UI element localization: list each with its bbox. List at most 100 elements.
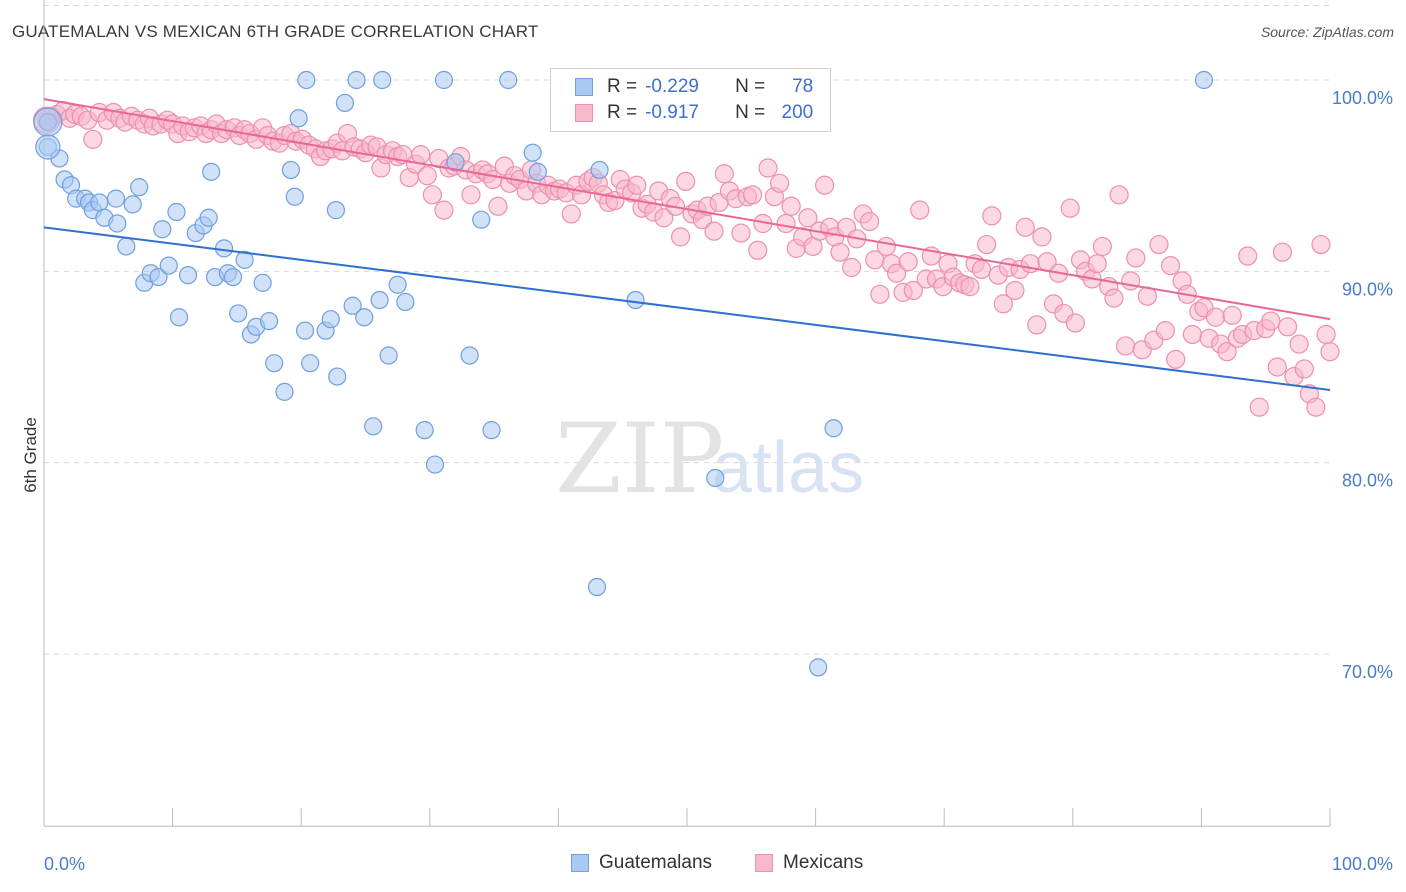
legend-item-mexicans[interactable]: Mexicans (755, 852, 863, 874)
data-point (90, 193, 109, 212)
data-point (742, 185, 763, 205)
data-point (289, 109, 308, 128)
data-point (903, 280, 923, 301)
data-point (1160, 255, 1181, 276)
data-point (528, 162, 547, 181)
data-point (199, 208, 218, 227)
mexicans-legend-swatch (755, 854, 773, 872)
data-point (472, 210, 491, 229)
x-tick-label-min: 0.0% (44, 854, 85, 874)
mexicans-points (32, 101, 1340, 417)
data-point (798, 208, 818, 228)
data-point (1027, 315, 1047, 335)
data-point (627, 175, 647, 195)
y-tick-label: 100.0% (1332, 88, 1393, 108)
data-point (295, 321, 315, 340)
data-point (328, 367, 347, 386)
data-point (910, 200, 930, 220)
r-value: -0.917 (645, 102, 699, 123)
data-point (1149, 234, 1169, 255)
data-point (1115, 336, 1136, 356)
data-point (446, 153, 465, 172)
watermark-zip: ZIP (555, 403, 724, 515)
data-point (1267, 357, 1287, 377)
data-point (776, 213, 796, 234)
n-label: N = (735, 102, 766, 123)
data-point (123, 195, 142, 214)
chart-title: GUATEMALAN VS MEXICAN 6TH GRADE CORRELAT… (12, 22, 539, 41)
data-point (285, 187, 304, 206)
data-point (1005, 280, 1025, 301)
data-point (1092, 236, 1112, 257)
n-value: 78 (792, 76, 814, 97)
data-point (169, 308, 189, 327)
data-point (1316, 324, 1336, 345)
data-point (1087, 254, 1107, 274)
data-point (167, 202, 186, 222)
data-point (396, 292, 415, 312)
data-point (1104, 288, 1124, 308)
data-point (108, 214, 127, 233)
data-point (1109, 185, 1129, 205)
data-point (347, 70, 366, 90)
data-point (1289, 334, 1309, 354)
stats-legend: R = -0.229 N = 78 R = -0.917 N = 200 (550, 68, 831, 132)
data-point (1249, 397, 1269, 417)
guatemalans-trend-line (43, 226, 1331, 391)
data-point (626, 290, 645, 310)
data-point (482, 421, 501, 440)
data-point (654, 208, 674, 228)
data-point (1121, 271, 1141, 291)
data-point (1222, 305, 1242, 325)
data-point (1065, 313, 1085, 333)
data-point (343, 296, 362, 315)
trend-lines (43, 98, 1331, 391)
watermark: ZIP atlas (555, 403, 864, 515)
r-value: -0.229 (645, 76, 699, 97)
data-point (1238, 246, 1258, 266)
data-point-large (33, 107, 63, 137)
data-point (731, 223, 751, 243)
data-point (982, 206, 1002, 226)
data-point (297, 70, 316, 90)
data-point (130, 178, 149, 197)
data-point (1194, 70, 1214, 90)
r-label: R = (607, 76, 638, 97)
data-point (860, 211, 880, 232)
data-point (809, 658, 828, 677)
data-point (259, 311, 279, 331)
data-point (960, 277, 980, 297)
data-point (253, 273, 272, 292)
data-point (977, 234, 997, 255)
data-point (1272, 242, 1293, 262)
data-point (993, 294, 1013, 314)
data-point (1205, 307, 1226, 327)
data-point (83, 129, 103, 149)
data-point (460, 346, 479, 365)
mexicans-legend-label: Mexicans (783, 852, 864, 873)
data-point (1320, 342, 1340, 362)
legend-item-guatemalans[interactable]: Guatemalans (571, 852, 712, 874)
y-tick-label: 70.0% (1342, 662, 1393, 682)
data-point (373, 70, 392, 90)
data-point (379, 346, 398, 365)
data-point (1311, 234, 1331, 255)
n-label: N = (735, 76, 766, 97)
source-credit: Source: ZipAtlas.com (1260, 24, 1394, 40)
r-label: R = (607, 102, 638, 123)
data-point (275, 382, 294, 401)
data-point (355, 308, 374, 327)
watermark-atlas: atlas (712, 428, 864, 508)
data-point (422, 185, 442, 205)
data-point (499, 70, 518, 90)
data-point (1155, 321, 1175, 341)
data-point (587, 577, 607, 597)
data-point (1060, 198, 1080, 218)
data-point (898, 252, 918, 272)
data-point (281, 160, 301, 180)
guatemalans-legend-label: Guatemalans (599, 852, 713, 873)
data-point (117, 237, 136, 256)
data-point (1126, 248, 1146, 268)
data-point (417, 166, 437, 186)
data-point (887, 263, 907, 283)
